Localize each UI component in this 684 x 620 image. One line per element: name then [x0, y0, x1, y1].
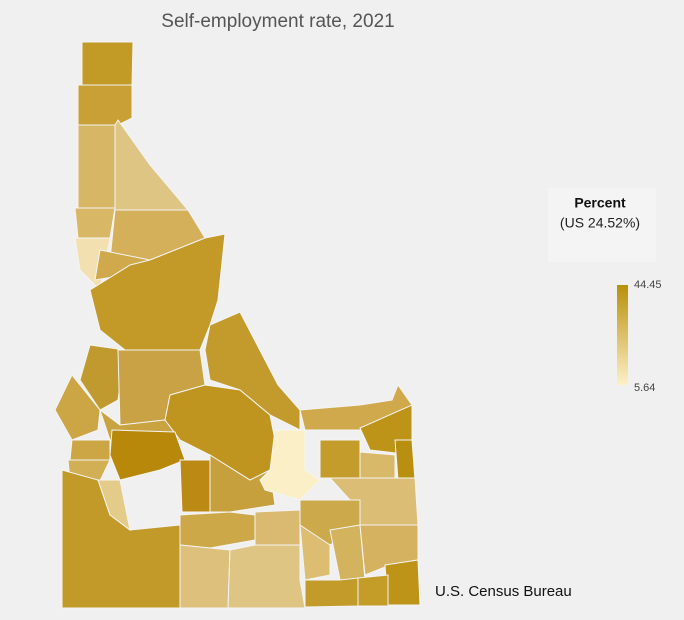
county: [89, 233, 226, 351]
legend-scale: [617, 285, 628, 385]
counties: [54, 41, 421, 609]
county: [74, 207, 116, 239]
county: [299, 524, 331, 581]
county: [179, 459, 211, 513]
county: [394, 439, 416, 481]
county: [69, 439, 111, 461]
legend-box: [548, 188, 656, 262]
county: [254, 509, 301, 546]
county: [54, 374, 101, 441]
county: [97, 479, 131, 532]
county: [384, 559, 421, 606]
county: [79, 344, 126, 411]
legend-subtitle: (US 24.52%): [560, 215, 640, 231]
county: [357, 574, 389, 607]
county: [227, 544, 306, 609]
county: [81, 41, 134, 86]
source: U.S. Census Bureau: [435, 583, 572, 600]
legend-max: 44.45: [634, 279, 662, 291]
county: [319, 439, 361, 479]
county: [304, 577, 359, 608]
county: [77, 124, 116, 209]
map-title: Self-employment rate, 2021: [161, 11, 394, 32]
legend-title: Percent: [574, 195, 626, 211]
county: [77, 84, 133, 126]
county: [209, 454, 276, 513]
county: [179, 544, 231, 609]
county: [359, 451, 396, 479]
legend-min: 5.64: [634, 382, 655, 394]
